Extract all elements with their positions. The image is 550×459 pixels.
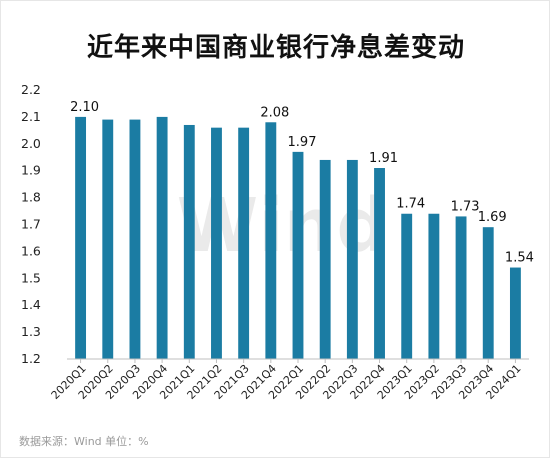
bar [156, 116, 168, 360]
data-label: 2.10 [70, 100, 99, 115]
bar [238, 127, 250, 359]
y-tick-label: 1.3 [21, 324, 41, 339]
data-label: 1.73 [451, 199, 480, 214]
y-tick-label: 1.8 [21, 190, 41, 205]
source-note: 数据来源：Wind 单位：% [19, 435, 149, 448]
bar [319, 159, 331, 359]
y-axis: 1.2 1.3 1.4 1.5 1.6 1.7 1.8 1.9 2.0 2.1 2.2 [21, 82, 41, 366]
bar [455, 216, 467, 359]
data-label: 1.54 [505, 251, 534, 266]
y-tick-label: 1.4 [21, 297, 41, 312]
bar [183, 124, 195, 359]
x-axis: 2020Q12020Q22020Q32020Q42021Q12021Q22021… [49, 358, 529, 402]
y-tick-label: 2.1 [21, 109, 41, 124]
y-tick-label: 1.7 [21, 217, 41, 232]
y-tick-label: 1.2 [21, 351, 41, 366]
y-tick-label: 1.9 [21, 163, 41, 178]
data-labels-layer: 2.10 2.08 1.97 1.91 1.74 1.731.69 1.54 [70, 100, 534, 266]
data-label: 1.74 [396, 197, 425, 212]
data-label: 1.91 [369, 151, 398, 166]
bar [482, 227, 494, 359]
bar [211, 127, 222, 359]
bars-layer [75, 116, 521, 360]
bar [129, 119, 141, 359]
y-tick-label: 1.6 [21, 243, 41, 258]
bar [265, 122, 277, 359]
data-label: 2.08 [260, 105, 289, 120]
bar [374, 168, 385, 359]
data-label: 1.69 [478, 210, 507, 225]
bar [401, 213, 413, 359]
bar [102, 119, 114, 359]
chart-title: 近年来中国商业银行净息差变动 [86, 33, 465, 63]
bar [346, 159, 358, 359]
bar [509, 267, 521, 359]
y-tick-label: 2.0 [21, 136, 41, 151]
bar [75, 116, 87, 360]
y-tick-label: 2.2 [21, 82, 41, 97]
bar [292, 151, 304, 359]
data-label: 1.97 [288, 135, 317, 150]
bar [428, 213, 440, 359]
y-tick-label: 1.5 [21, 270, 41, 285]
